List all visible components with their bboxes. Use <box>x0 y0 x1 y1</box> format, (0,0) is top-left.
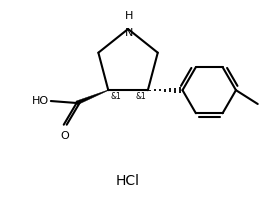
Text: O: O <box>61 131 70 141</box>
Text: &1: &1 <box>110 92 121 101</box>
Text: &1: &1 <box>135 92 146 101</box>
Text: N: N <box>125 28 133 38</box>
Text: HCl: HCl <box>116 174 140 188</box>
Text: HO: HO <box>32 96 49 106</box>
Text: H: H <box>125 11 133 21</box>
Polygon shape <box>76 90 108 105</box>
